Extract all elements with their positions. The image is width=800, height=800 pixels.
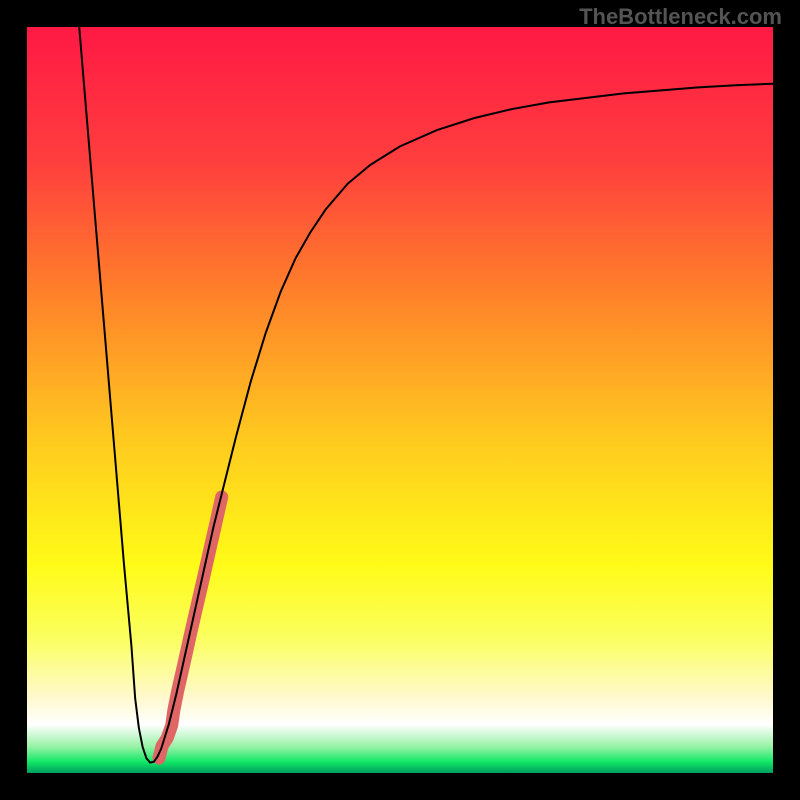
bottleneck-curve-plot (27, 27, 773, 773)
plot-background (27, 27, 773, 773)
watermark-text: TheBottleneck.com (579, 4, 782, 30)
chart-root: TheBottleneck.com (0, 0, 800, 800)
